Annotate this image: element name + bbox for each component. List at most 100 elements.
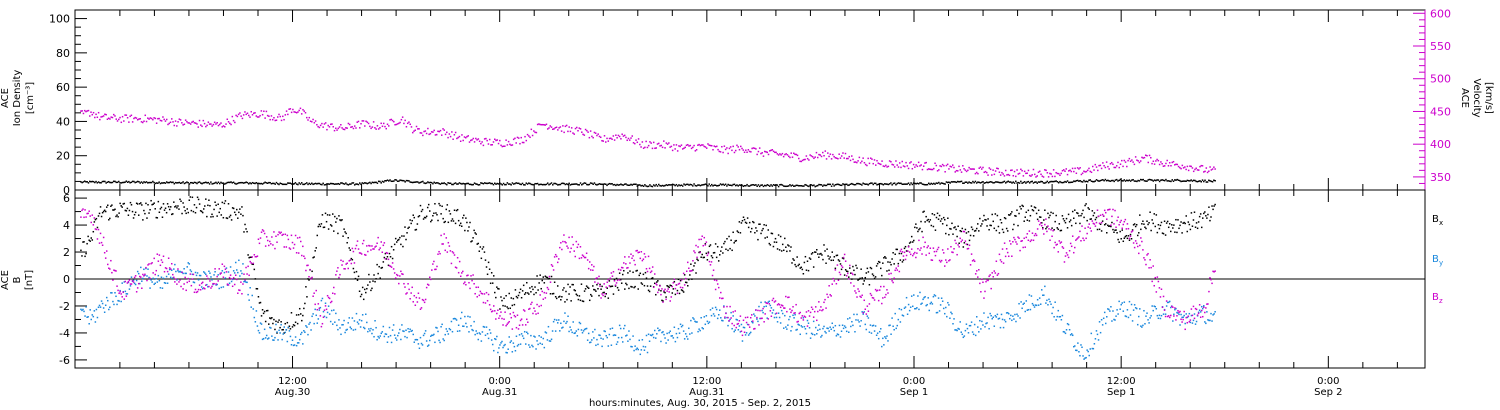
by-point xyxy=(511,351,514,353)
by-point xyxy=(1154,305,1157,308)
bx-point xyxy=(209,204,211,207)
velocity-point xyxy=(136,119,139,121)
by-point xyxy=(959,321,961,323)
velocity-point xyxy=(1211,168,1214,170)
bz-point xyxy=(573,250,575,252)
by-point xyxy=(199,274,202,277)
bx-point xyxy=(915,223,917,225)
by-point xyxy=(638,339,641,342)
density-point xyxy=(384,180,386,182)
by-point xyxy=(666,332,668,335)
by-point xyxy=(1001,318,1004,321)
by-point xyxy=(283,326,285,328)
velocity-point xyxy=(1061,169,1064,172)
by-point xyxy=(874,325,877,327)
by-point xyxy=(158,279,161,282)
bx-point xyxy=(1075,222,1077,225)
velocity-point xyxy=(239,112,241,114)
bx-point xyxy=(978,230,980,232)
bx-point xyxy=(729,247,731,250)
velocity-point xyxy=(1147,161,1150,164)
by-point xyxy=(535,348,537,350)
velocity-point xyxy=(909,162,911,164)
bx-point xyxy=(224,200,227,202)
bx-point xyxy=(1183,221,1185,224)
velocity-point xyxy=(1060,172,1062,175)
bx-point xyxy=(400,243,402,246)
density-point xyxy=(492,183,495,186)
density-point xyxy=(665,184,668,186)
bx-point xyxy=(563,287,565,289)
density-point xyxy=(816,184,819,187)
by-point xyxy=(112,300,114,303)
velocity-point xyxy=(866,164,868,167)
density-point xyxy=(422,180,424,183)
bz-point xyxy=(96,238,99,240)
bx-point xyxy=(453,209,456,211)
density-point xyxy=(338,183,341,186)
velocity-point xyxy=(684,146,687,149)
velocity-point xyxy=(1156,158,1158,161)
velocity-point xyxy=(882,165,885,167)
velocity-point xyxy=(324,122,327,124)
bz-point xyxy=(862,311,864,314)
bz-point xyxy=(243,273,245,275)
velocity-point xyxy=(350,126,352,128)
velocity-point xyxy=(674,148,676,150)
velocity-point xyxy=(307,119,309,121)
bz-point xyxy=(365,254,367,256)
by-point xyxy=(170,269,173,271)
by-point xyxy=(234,261,237,264)
by-point xyxy=(227,271,230,273)
bx-point xyxy=(505,294,507,297)
bz-point xyxy=(504,311,506,313)
bx-point xyxy=(914,226,916,229)
bx-point xyxy=(903,247,906,250)
bx-point xyxy=(160,206,163,209)
bz-point xyxy=(463,282,465,285)
by-point xyxy=(241,272,243,275)
by-point xyxy=(467,315,469,318)
velocity-point xyxy=(1049,172,1051,175)
density-point xyxy=(666,184,669,187)
bx-point xyxy=(687,285,689,287)
velocity-point xyxy=(461,134,463,136)
bz-point xyxy=(631,257,633,260)
density-point xyxy=(390,180,393,183)
bx-point xyxy=(1156,231,1159,234)
bz-point xyxy=(904,258,907,261)
bz-point xyxy=(127,280,130,283)
velocity-point xyxy=(87,109,90,112)
by-point xyxy=(1081,346,1083,349)
by-point xyxy=(277,339,279,341)
density-point xyxy=(845,183,848,186)
bx-point xyxy=(1006,230,1009,232)
bz-point xyxy=(371,245,373,247)
velocity-point xyxy=(915,164,917,166)
velocity-point xyxy=(618,135,621,138)
velocity-point xyxy=(651,147,654,150)
bz-point xyxy=(617,268,620,271)
by-point xyxy=(1150,315,1152,317)
density-point xyxy=(488,182,491,184)
bx-point xyxy=(1113,231,1115,234)
bz-point xyxy=(452,252,455,254)
velocity-point xyxy=(578,127,581,129)
velocity-point xyxy=(702,144,704,146)
bz-point xyxy=(880,285,882,288)
bx-point xyxy=(638,274,641,277)
bz-point xyxy=(753,328,755,330)
bz-point xyxy=(224,268,227,270)
by-point xyxy=(1164,313,1167,315)
by-point xyxy=(336,324,338,327)
bx-point xyxy=(841,257,844,259)
density-point xyxy=(1003,180,1006,183)
bx-point xyxy=(1165,222,1168,224)
bx-point xyxy=(551,293,554,295)
bx-point xyxy=(87,235,89,238)
bx-point xyxy=(465,217,467,219)
velocity-point xyxy=(762,155,765,157)
bz-point xyxy=(115,270,117,272)
velocity-point xyxy=(399,121,401,124)
by-point xyxy=(431,334,433,337)
